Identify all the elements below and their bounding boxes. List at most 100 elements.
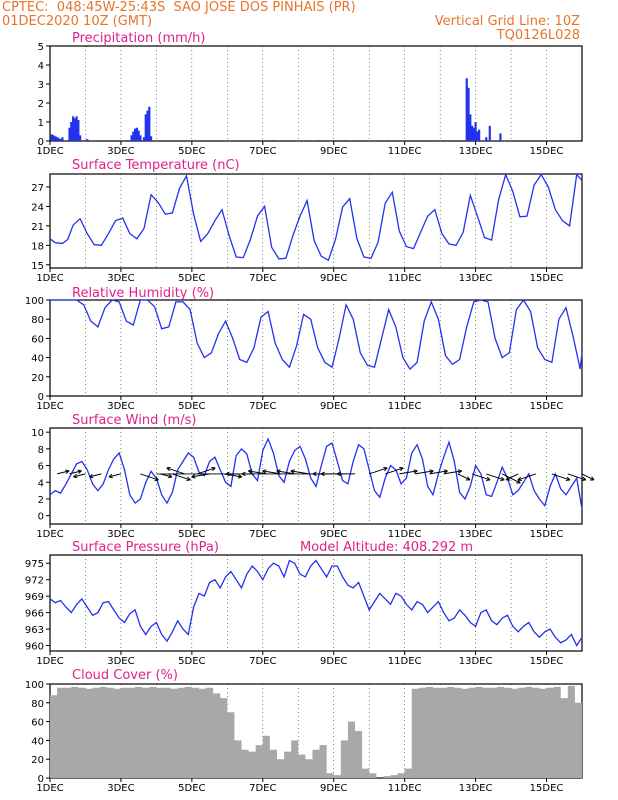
x-tick-label-cloud: 5DEC (178, 783, 205, 794)
series-line-wind (49, 437, 583, 510)
x-tick-label-wind: 7DEC (249, 529, 276, 540)
x-tick-label-cloud: 13DEC (459, 783, 493, 794)
wind-vector-arrowhead (166, 466, 171, 472)
precip-bar (132, 131, 135, 141)
wind-vector (248, 470, 267, 475)
precip-bar (137, 130, 140, 141)
precip-bar (57, 138, 60, 141)
precip-bar (499, 133, 502, 141)
y-tick-label-precip: 5 (38, 42, 44, 53)
x-tick-label-pres: 1DEC (36, 656, 63, 667)
wind-vector-arrowhead (248, 469, 253, 474)
y-tick-label-wind: 8 (38, 445, 44, 456)
y-tick-label-pres: 963 (25, 625, 44, 636)
wind-vector (385, 467, 404, 475)
wind-vector-arrowhead (505, 476, 511, 481)
precip-bar (139, 135, 142, 141)
precip-bar (73, 118, 76, 141)
x-tick-label-pres: 5DEC (178, 656, 205, 667)
x-tick-label-pres: 11DEC (388, 656, 422, 667)
wind-vector-arrowhead (465, 476, 471, 481)
x-tick-label-wind: 9DEC (320, 529, 347, 540)
y-tick-label-precip: 0 (38, 137, 44, 148)
panel-title-wind: Surface Wind (m/s) (72, 413, 196, 428)
x-tick-label-rh: 15DEC (530, 401, 564, 412)
y-tick-label-rh: 60 (31, 334, 44, 345)
x-tick-label-rh: 5DEC (178, 401, 205, 412)
precip-bar (144, 114, 147, 141)
precip-bar (478, 129, 481, 141)
wind-vector-arrowhead (486, 476, 491, 482)
header-date: 01DEC2020 10Z (GMT) (2, 14, 153, 29)
wind-vector (172, 473, 191, 481)
panel-title-cloud: Cloud Cover (%) (72, 668, 178, 683)
x-tick-label-rh: 11DEC (388, 401, 422, 412)
y-tick-label-temp: 21 (31, 222, 44, 233)
wind-vector (56, 470, 70, 475)
y-tick-label-wind: 2 (38, 495, 44, 506)
wind-vector-arrowhead (191, 474, 196, 479)
x-tick-label-rh: 1DEC (36, 401, 63, 412)
x-tick-label-cloud: 7DEC (249, 783, 276, 794)
precip-bar (68, 127, 71, 141)
x-tick-label-precip: 15DEC (530, 146, 564, 157)
precip-bar (70, 122, 73, 141)
wind-vector-arrowhead (108, 473, 113, 479)
precip-bar (385, 140, 389, 141)
x-tick-label-cloud: 9DEC (320, 783, 347, 794)
wind-vector-arrowhead (565, 476, 571, 482)
wind-vector-arrowhead (429, 469, 434, 474)
x-tick-label-pres: 9DEC (320, 656, 347, 667)
header-model-code: TQ0126L028 (496, 28, 580, 43)
wind-vector-arrowhead (262, 469, 267, 474)
precip-bar (272, 140, 275, 141)
precip-bar (476, 131, 479, 141)
precip-bar (55, 137, 59, 141)
wind-vector-arrowhead (73, 473, 78, 479)
precip-bar (146, 110, 149, 141)
y-tick-label-rh: 40 (31, 354, 44, 365)
precip-bar (343, 140, 346, 141)
y-tick-label-wind: 6 (38, 462, 44, 473)
precip-bar (488, 125, 491, 141)
wind-vector (140, 473, 159, 481)
wind-vector (166, 467, 185, 475)
precip-bar (50, 134, 53, 141)
precip-bar (135, 127, 138, 141)
x-tick-label-precip: 11DEC (388, 146, 422, 157)
x-tick-label-temp: 13DEC (459, 273, 493, 284)
x-tick-label-cloud: 15DEC (530, 783, 564, 794)
precip-bar (470, 125, 474, 141)
wind-vector-arrowhead (589, 476, 595, 481)
x-tick-label-rh: 7DEC (249, 401, 276, 412)
y-tick-label-pres: 969 (25, 592, 44, 603)
precip-bar (54, 136, 57, 141)
y-tick-label-pres: 972 (25, 576, 44, 587)
wind-vector (415, 470, 434, 475)
y-tick-label-temp: 27 (31, 183, 44, 194)
wind-vector-arrowhead (413, 469, 418, 474)
series-line-temp (49, 172, 583, 262)
x-tick-label-rh: 13DEC (459, 401, 493, 412)
panel-title-pres: Surface Pressure (hPa) (72, 540, 219, 555)
wind-vector (108, 473, 122, 478)
panel-frame-temp (49, 173, 583, 269)
x-tick-label-cloud: 3DEC (107, 783, 134, 794)
wind-vector (443, 470, 462, 475)
y-tick-label-precip: 1 (38, 118, 44, 129)
wind-vector (399, 470, 418, 475)
series-line-rh (50, 298, 583, 371)
x-tick-label-wind: 11DEC (388, 529, 422, 540)
precip-bar (142, 137, 146, 141)
x-tick-label-precip: 1DEC (36, 146, 63, 157)
precip-bar (465, 78, 468, 141)
x-tick-label-pres: 7DEC (249, 656, 276, 667)
precip-bar (77, 120, 80, 141)
x-tick-label-temp: 1DEC (36, 273, 63, 284)
wind-vector-arrowhead (186, 476, 191, 482)
wind-vector-arrowhead (457, 469, 462, 474)
wind-vector-arrowhead (581, 476, 587, 482)
x-tick-label-temp: 5DEC (178, 273, 205, 284)
wind-vector (486, 473, 505, 481)
precip-bar (134, 128, 137, 141)
